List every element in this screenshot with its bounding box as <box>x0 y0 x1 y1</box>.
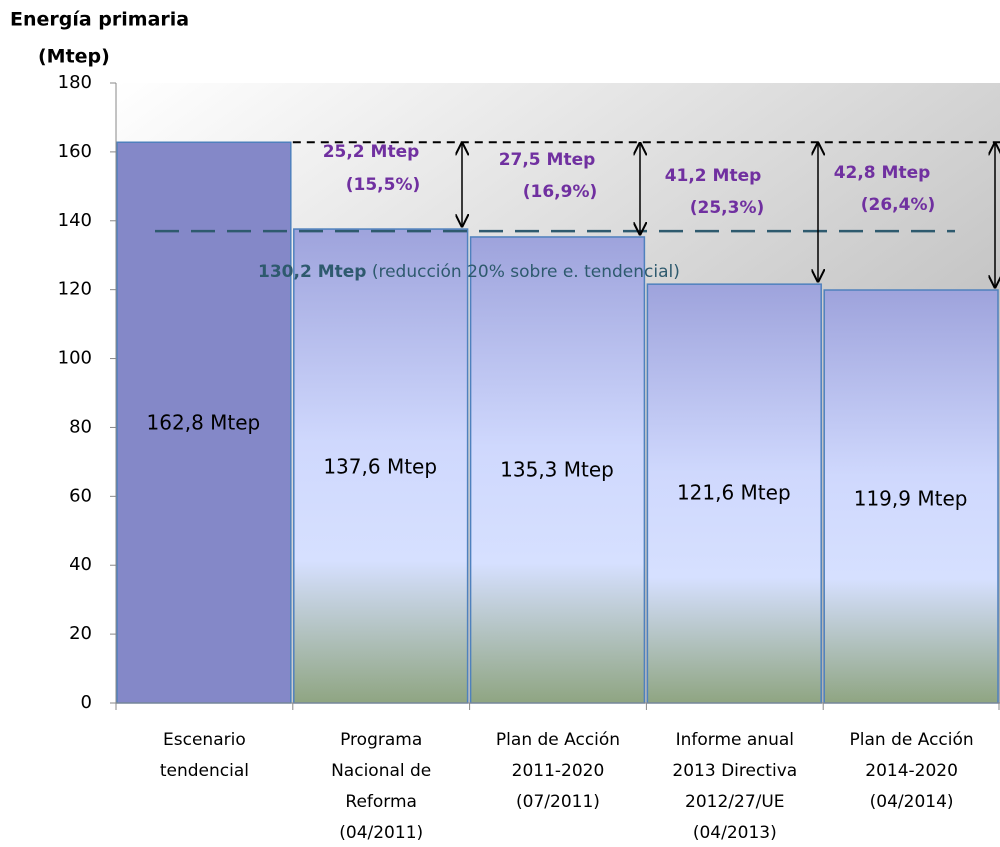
x-tick-label: Informe anual <box>676 730 794 750</box>
x-tick-label: 2011-2020 <box>512 761 605 781</box>
bar <box>116 141 292 704</box>
savings-amount: 27,5 Mtep <box>499 150 596 170</box>
x-tick-label: 2012/27/UE <box>685 792 785 812</box>
bar <box>646 283 822 704</box>
savings-amount: 41,2 Mtep <box>665 166 762 186</box>
savings-percent: (26,4%) <box>861 195 936 215</box>
x-tick-label: Plan de Acción <box>850 730 974 750</box>
savings-amount: 42,8 Mtep <box>834 163 931 183</box>
y-tick-label: 160 <box>58 141 92 162</box>
x-tick-label: (04/2011) <box>339 823 423 843</box>
savings-percent: (15,5%) <box>346 175 421 195</box>
data-label: 137,6 Mtep <box>323 455 437 479</box>
x-tick-label: Programa <box>340 730 422 750</box>
y-tick-label: 140 <box>58 210 92 231</box>
data-label: 121,6 Mtep <box>677 481 791 505</box>
y-tick-label: 20 <box>69 623 92 644</box>
annotation-bold: 130,2 Mtep <box>258 262 366 282</box>
x-tick-label: tendencial <box>160 761 249 781</box>
y-tick-label: 180 <box>58 72 92 93</box>
bar <box>293 228 469 704</box>
x-tick-label: (07/2011) <box>516 792 600 812</box>
x-tick-label: Reforma <box>345 792 417 812</box>
x-tick-label: 2013 Directiva <box>672 761 797 781</box>
x-tick-label: (04/2014) <box>870 792 954 812</box>
x-tick-label: (04/2013) <box>693 823 777 843</box>
savings-percent: (25,3%) <box>690 198 765 218</box>
axis-title: Energía primaria <box>10 9 189 31</box>
y-tick-label: 40 <box>69 554 92 575</box>
savings-percent: (16,9%) <box>523 182 598 202</box>
x-tick-label: Nacional de <box>331 761 431 781</box>
target-annotation: 130,2 Mtep (reducción 20% sobre e. tende… <box>258 262 680 282</box>
y-tick-label: 80 <box>69 416 92 437</box>
data-label: 119,9 Mtep <box>854 487 968 511</box>
savings-amount: 25,2 Mtep <box>323 142 420 162</box>
x-tick-label: Escenario <box>163 730 246 750</box>
annotation-text: (reducción 20% sobre e. tendencial) <box>366 262 679 282</box>
y-tick-label: 60 <box>69 485 92 506</box>
x-tick-label: Plan de Acción <box>496 730 620 750</box>
x-tick-label: 2014-2020 <box>865 761 958 781</box>
bar <box>823 289 999 704</box>
y-tick-label: 100 <box>58 348 92 369</box>
data-label: 135,3 Mtep <box>500 458 614 482</box>
y-tick-label: 0 <box>81 692 92 713</box>
bar <box>469 236 646 704</box>
data-label: 162,8 Mtep <box>147 411 261 435</box>
y-tick-label: 120 <box>58 279 92 300</box>
axis-title: (Mtep) <box>38 46 110 68</box>
